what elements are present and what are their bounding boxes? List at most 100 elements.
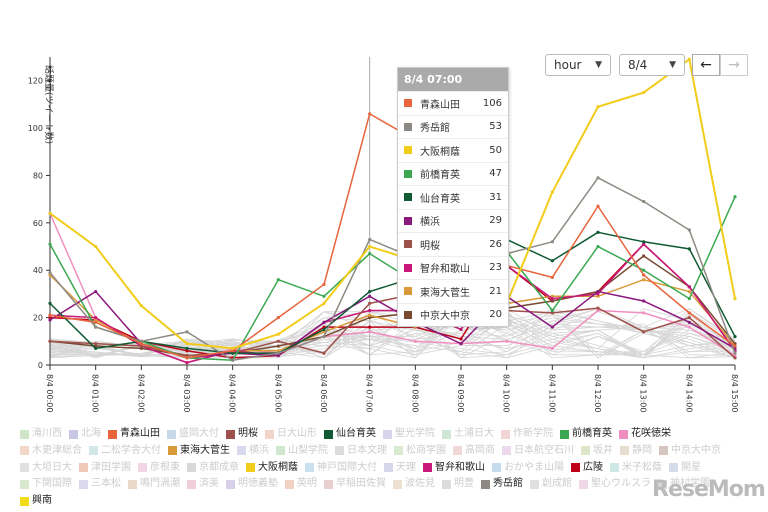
data-point (687, 285, 691, 289)
x-tick-label: 8/4 07:00 (365, 374, 374, 412)
legend-item[interactable]: 大垣日大 (20, 461, 72, 475)
legend-item[interactable]: 済美 (187, 477, 219, 491)
legend-item[interactable]: 聖光学院 (383, 427, 435, 441)
x-tick-label: 8/4 04:00 (228, 374, 237, 412)
x-tick-label: 8/4 13:00 (639, 374, 648, 412)
legend-item[interactable]: 京都成章 (187, 461, 239, 475)
data-point (231, 351, 235, 355)
data-point (185, 349, 189, 353)
data-point (231, 349, 235, 353)
legend-item[interactable]: 明桜 (226, 427, 258, 441)
legend-item[interactable]: 広陵 (571, 461, 603, 475)
legend-label: 下関国際 (32, 478, 72, 490)
data-point (94, 342, 98, 346)
legend-item[interactable]: おかやま山陽 (492, 461, 564, 475)
legend-item[interactable]: 神戸国際大付 (305, 461, 377, 475)
legend-item[interactable]: 盛岡大付 (167, 427, 219, 441)
legend-label: 花咲徳栄 (631, 428, 671, 439)
legend-item[interactable]: 興南 (20, 494, 52, 508)
background-series-line (49, 314, 736, 356)
line-chart: 0 20 40 60 80 100 120 8/4 00:00 8/4 01:00 8/4 02:… (28, 57, 739, 412)
data-point (276, 344, 280, 348)
legend-item[interactable]: 山梨学院 (276, 444, 328, 458)
legend-item[interactable]: 明豊 (442, 477, 474, 491)
legend-item[interactable]: 聖心ウルスラ (579, 477, 651, 491)
legend-item[interactable]: 大阪桐蔭 (246, 461, 298, 475)
prev-button[interactable]: ← (692, 54, 720, 76)
legend-swatch (79, 463, 88, 473)
legend-swatch (393, 479, 402, 489)
legend-item[interactable]: 滝川西 (20, 427, 62, 441)
legend-item[interactable]: 坂井 (581, 444, 613, 458)
legend-item[interactable]: 東海大菅生 (168, 444, 230, 458)
legend-swatch (20, 446, 29, 456)
data-point (368, 112, 372, 116)
legend-item[interactable]: 三本松 (79, 477, 121, 491)
dropdown-arrow-icon: ▼ (669, 60, 676, 70)
legend-label: 開星 (681, 461, 701, 473)
legend-item[interactable]: 早稲田佐賀 (324, 477, 386, 491)
legend-item[interactable]: 作新学院 (501, 427, 553, 441)
tooltip-series-name: 明桜 (420, 240, 440, 252)
legend-swatch (501, 429, 510, 439)
data-point (550, 311, 554, 315)
legend-item[interactable]: 開星 (669, 461, 701, 475)
color-swatch (404, 99, 412, 108)
legend-item[interactable]: 創成館 (530, 477, 572, 491)
legend-label: 秀岳館 (493, 478, 523, 490)
data-point (550, 297, 554, 301)
legend-item[interactable]: 鳴門渦潮 (128, 477, 180, 491)
next-button[interactable]: → (720, 54, 748, 76)
legend-swatch (492, 463, 501, 473)
legend-item[interactable]: 木更津総合 (20, 444, 82, 458)
legend-item[interactable]: 日本航空石川 (502, 444, 574, 458)
legend-item[interactable]: 花咲徳栄 (619, 427, 671, 441)
color-swatch (404, 169, 412, 178)
legend-item[interactable]: 日本文理 (335, 444, 387, 458)
legend-item[interactable]: 静岡 (620, 444, 652, 458)
legend-item[interactable]: 明徳義塾 (226, 477, 278, 491)
legend-item[interactable]: 津田学園 (79, 461, 131, 475)
legend-item[interactable]: 波佐見 (393, 477, 435, 491)
data-point (368, 301, 372, 305)
range-select[interactable]: hour ▼ (545, 54, 611, 76)
legend-item[interactable]: 前橋育英 (560, 427, 612, 441)
tooltip-row: 秀岳館 53 (398, 114, 508, 139)
legend-item[interactable]: 北海 (69, 427, 101, 441)
legend-item[interactable]: 天理 (384, 461, 416, 475)
y-tick-label: 20 (33, 314, 43, 323)
legend-item[interactable]: 横浜 (237, 444, 269, 458)
legend-item[interactable]: 彦根東 (138, 461, 180, 475)
legend-item[interactable]: 神村学園 (658, 477, 710, 491)
data-point (322, 301, 326, 305)
legend-swatch (453, 446, 462, 456)
arrow-right-icon: → (728, 57, 740, 73)
data-point (687, 311, 691, 315)
legend-item[interactable]: 英明 (285, 477, 317, 491)
legend-item[interactable]: 青森山田 (108, 427, 160, 441)
data-point (550, 190, 554, 194)
data-point (733, 297, 737, 301)
legend-label: 彦根東 (150, 461, 180, 473)
data-point (139, 304, 143, 308)
legend-swatch (560, 429, 569, 439)
legend-item[interactable]: 中京大中京 (659, 444, 721, 458)
legend-item[interactable]: 米子松蔭 (610, 461, 662, 475)
x-tick-label: 8/4 03:00 (182, 374, 191, 412)
legend-swatch (659, 446, 668, 456)
legend-item[interactable]: 下関国際 (20, 477, 72, 491)
legend-item[interactable]: 仙台育英 (324, 427, 376, 441)
legend-swatch (581, 446, 590, 456)
date-select[interactable]: 8/4 ▼ (619, 54, 685, 76)
legend-item[interactable]: 土浦日大 (442, 427, 494, 441)
legend-item[interactable]: 智弁和歌山 (423, 461, 485, 475)
legend-label: 東海大菅生 (180, 444, 230, 456)
legend-item[interactable]: 松商学園 (394, 444, 446, 458)
legend-swatch (237, 446, 246, 456)
data-point (94, 346, 98, 351)
legend-item[interactable]: 高岡商 (453, 444, 495, 458)
legend-item[interactable]: 二松学舎大付 (89, 444, 161, 458)
data-point (185, 361, 189, 365)
legend-item[interactable]: 日大山形 (265, 427, 317, 441)
legend-item[interactable]: 秀岳館 (481, 477, 523, 491)
